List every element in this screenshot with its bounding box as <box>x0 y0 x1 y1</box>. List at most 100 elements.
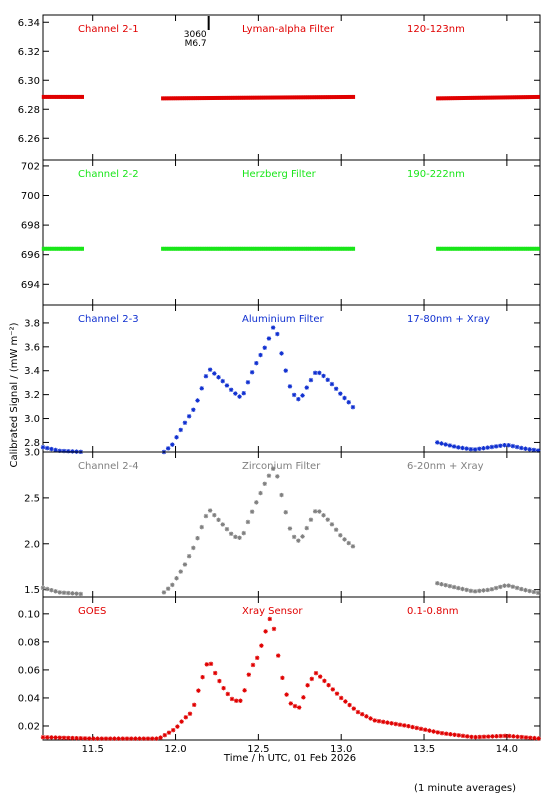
data-point <box>469 246 472 251</box>
data-point <box>228 387 234 392</box>
data-point <box>57 246 60 251</box>
data-point <box>263 629 268 634</box>
data-point <box>191 407 196 412</box>
data-point <box>40 585 46 591</box>
data-point <box>480 246 483 251</box>
data-point <box>250 662 256 668</box>
data-point <box>267 616 272 622</box>
data-point <box>189 96 193 101</box>
data-point <box>435 730 440 735</box>
data-point <box>528 95 532 100</box>
panel-frame <box>42 14 541 161</box>
flare-annotation: 3060 <box>184 30 207 40</box>
data-point <box>200 96 204 101</box>
data-point <box>473 246 477 251</box>
data-point <box>233 391 238 396</box>
data-point <box>460 246 463 251</box>
y-tick-label: 6.26 <box>18 134 40 145</box>
data-point <box>231 246 235 251</box>
data-point <box>70 449 75 454</box>
data-point <box>322 678 327 684</box>
data-point <box>328 95 331 100</box>
data-point <box>372 718 377 723</box>
data-point <box>435 440 440 445</box>
data-point <box>484 95 488 100</box>
data-point <box>235 95 239 100</box>
data-point <box>519 246 523 251</box>
data-point <box>491 246 494 251</box>
panel-label: Aluminium Filter <box>242 314 325 325</box>
data-point <box>334 246 338 251</box>
data-point <box>79 94 82 99</box>
data-point <box>326 95 329 100</box>
data-point <box>183 715 188 720</box>
data-point <box>253 95 257 100</box>
data-point <box>513 95 516 100</box>
data-point <box>180 96 184 101</box>
data-point <box>502 733 508 739</box>
data-point <box>502 95 505 100</box>
data-point <box>514 585 520 591</box>
series-points <box>40 325 541 455</box>
panel-label: Channel 2-2 <box>78 169 139 180</box>
data-point <box>283 368 288 373</box>
data-point <box>508 95 512 100</box>
data-point <box>350 246 353 251</box>
panel-3: 2.8 3.0 3.2 3.4 3.6 3.8 Channel 2-3 Aluminium F… <box>24 304 541 455</box>
data-point <box>453 246 457 251</box>
data-point <box>257 95 261 100</box>
data-point <box>211 95 215 100</box>
data-point <box>469 95 472 100</box>
data-point <box>537 246 540 251</box>
data-point <box>202 246 206 251</box>
data-point <box>465 734 470 739</box>
data-point <box>41 246 45 251</box>
data-point <box>288 246 292 251</box>
data-point <box>81 94 84 99</box>
data-point <box>207 246 210 251</box>
data-point <box>53 589 58 594</box>
data-point <box>199 386 204 391</box>
data-point <box>264 246 268 251</box>
data-point <box>187 96 191 101</box>
data-point <box>212 512 217 518</box>
data-point <box>241 390 246 396</box>
data-point <box>238 698 243 703</box>
data-point <box>308 517 314 522</box>
data-point <box>491 95 494 100</box>
data-point <box>528 246 532 251</box>
data-point <box>249 509 255 514</box>
data-point <box>332 246 336 251</box>
data-point <box>535 94 538 99</box>
data-point <box>341 246 345 251</box>
data-point <box>297 705 302 710</box>
panel-label: 6-20nm + Xray <box>407 461 484 472</box>
data-point <box>46 246 49 251</box>
data-point <box>488 95 492 100</box>
data-point <box>99 736 104 741</box>
data-point <box>70 735 75 741</box>
data-point <box>317 95 320 100</box>
data-point <box>464 246 468 251</box>
data-point <box>258 352 263 358</box>
data-point <box>498 443 503 448</box>
panel-label: Lyman-alpha Filter <box>242 24 335 35</box>
data-point <box>207 96 210 101</box>
data-point <box>526 246 529 251</box>
data-point <box>352 94 356 99</box>
data-point <box>334 95 338 100</box>
panel-label: Zirconium Filter <box>242 461 321 472</box>
data-point <box>229 246 232 251</box>
data-point <box>532 95 536 100</box>
data-point <box>204 662 209 667</box>
data-point <box>242 688 247 693</box>
data-point <box>260 95 263 100</box>
data-point <box>70 591 75 596</box>
data-point <box>45 445 50 451</box>
data-point <box>304 246 307 251</box>
y-tick-label: 3.4 <box>24 366 40 377</box>
y-tick-label: 702 <box>21 161 40 172</box>
data-point <box>81 246 84 251</box>
data-point <box>165 96 169 101</box>
data-point <box>229 696 235 702</box>
